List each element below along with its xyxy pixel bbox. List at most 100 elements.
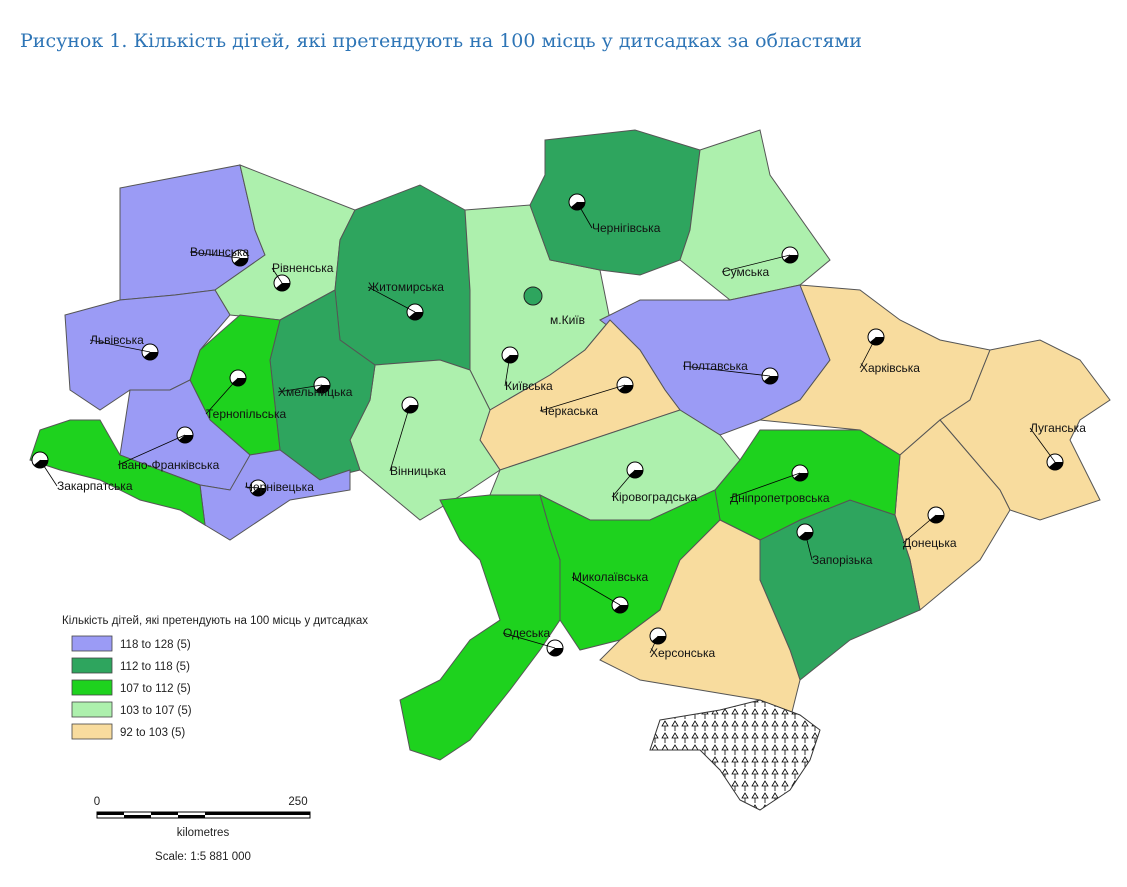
legend-title: Кількість дітей, які претендують на 100 …: [62, 615, 368, 627]
regions: [29, 129, 1111, 761]
region-marker-wedge: [179, 435, 193, 443]
region-label: Чернігівська: [592, 221, 661, 235]
region-label: Сумська: [722, 265, 770, 279]
scale-bar-segment: [97, 812, 124, 815]
region-marker-wedge: [764, 376, 778, 384]
crimea: [649, 699, 821, 811]
region-label: Тернопільська: [206, 407, 286, 421]
leader-line: [504, 354, 511, 387]
legend-label: 118 to 128 (5): [120, 639, 191, 651]
leader-line: [729, 472, 801, 499]
region-shape: [334, 184, 471, 371]
region-label: Запорізька: [812, 553, 873, 567]
scale-bar-segment: [151, 812, 178, 815]
region-marker-wedge: [930, 515, 944, 523]
region-label: Донецька: [903, 536, 957, 550]
scale-bar-segment: [205, 812, 310, 815]
region-marker-wedge: [409, 312, 423, 320]
leader-line: [571, 576, 621, 606]
region-label: Черкаська: [540, 404, 598, 418]
region-label: Кіровоградська: [612, 490, 697, 504]
scale-unit: kilometres: [177, 827, 230, 839]
scale-bar-segment: [124, 815, 151, 818]
leader-line: [367, 286, 416, 313]
region-label: Чернівецька: [245, 480, 314, 494]
region-marker-wedge: [232, 378, 246, 386]
region-label: Хмельницька: [278, 385, 353, 399]
leader-line: [682, 365, 771, 377]
leader-line: [539, 384, 626, 412]
leader-line: [205, 377, 239, 415]
region-shape: [399, 494, 561, 761]
region-label: Харківська: [860, 361, 920, 375]
region-marker-wedge: [404, 405, 418, 413]
region-label: Вінницька: [390, 464, 446, 478]
region-marker-wedge: [619, 385, 633, 393]
region-marker-wedge: [252, 488, 266, 496]
legend-label: 92 to 103 (5): [120, 727, 185, 739]
region-shape: [199, 449, 351, 541]
scale-ratio: Scale: 1:5 881 000: [155, 851, 251, 863]
region-marker-wedge: [549, 648, 563, 656]
region-marker-wedge: [571, 202, 585, 210]
leader-line: [859, 336, 877, 369]
region-shape: [29, 419, 206, 526]
region-shape: [529, 129, 701, 276]
leader-line: [244, 486, 259, 489]
legend-label: 103 to 107 (5): [120, 705, 192, 717]
leader-line: [389, 404, 411, 472]
region-marker-wedge: [614, 605, 628, 613]
region-marker-wedge: [234, 258, 248, 266]
region-label: Волинська: [190, 245, 250, 259]
city-shape: [523, 286, 543, 306]
region-label: Закарпатська: [57, 479, 133, 493]
leader-line: [902, 514, 937, 544]
region-marker-wedge: [794, 473, 808, 481]
legend-swatch: [71, 723, 113, 740]
scale-end: 250: [288, 796, 307, 808]
legend: Кількість дітей, які претендують на 100 …: [62, 615, 368, 740]
region-marker-wedge: [784, 255, 798, 263]
leader-line: [89, 339, 151, 353]
scale-bar-segment: [178, 815, 205, 818]
legend-label: 112 to 118 (5): [120, 661, 190, 673]
region-marker-wedge: [316, 385, 330, 393]
scale-start: 0: [94, 796, 100, 808]
region-marker-wedge: [1049, 462, 1063, 470]
legend-swatch: [71, 701, 113, 718]
leader-line: [277, 384, 323, 393]
leader-line: [39, 459, 58, 487]
legend-swatch: [71, 635, 113, 652]
leader-line: [611, 469, 636, 498]
leader-line: [271, 267, 283, 284]
region-label: Львівська: [90, 333, 144, 347]
region-label: Луганська: [1030, 421, 1086, 435]
region-label: Житомирська: [368, 280, 444, 294]
region-label: Херсонська: [650, 646, 716, 660]
region-label: Київська: [505, 379, 553, 393]
region-label: Івано-Франківська: [118, 458, 220, 472]
legend-swatch: [71, 679, 113, 696]
region-label: Миколаївська: [572, 570, 649, 584]
region-marker-wedge: [504, 355, 518, 363]
legend-label: 107 to 112 (5): [120, 683, 191, 695]
figure-title: Рисунок 1. Кількість дітей, які претенду…: [20, 30, 862, 52]
leader-line: [117, 434, 186, 466]
scale-bar: 0 250 kilometres Scale: 1:5 881 000: [94, 796, 311, 863]
leader-line: [804, 531, 813, 561]
region-shape: [599, 519, 801, 721]
region-marker-wedge: [144, 352, 158, 360]
region-label: Одеська: [503, 626, 551, 640]
region-label: Дніпропетровська: [730, 491, 830, 505]
leader-line: [189, 251, 241, 259]
leader-line: [1029, 427, 1056, 463]
region-labels: Волинська Рівненська Житомирська Київська Че…: [31, 193, 1086, 660]
leader-line: [502, 632, 556, 649]
region-label: Полтавська: [683, 359, 748, 373]
region-label: м.Київ: [550, 313, 585, 327]
legend-swatch: [71, 657, 113, 674]
leader-line: [721, 254, 791, 273]
leader-line: [576, 201, 593, 229]
region-marker-wedge: [276, 283, 290, 291]
